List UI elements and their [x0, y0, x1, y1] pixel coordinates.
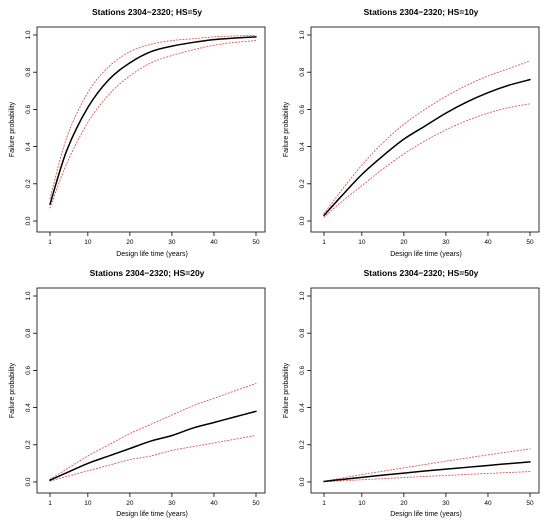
panel-4-y-axis-label: Failure probability	[283, 362, 290, 418]
panel-2-x-tick-label: 40	[484, 239, 492, 246]
panel-2-plot-frame	[310, 26, 540, 233]
panel-1-x-tick-label: 50	[252, 239, 260, 246]
panel-1-x-axis-label: Design life time (years)	[116, 251, 188, 258]
panel-4-x-tick-label: 50	[526, 500, 534, 507]
panel-4-y-tick-label: 0.6	[299, 366, 306, 375]
panel-1-x-tick-label: 20	[126, 239, 134, 246]
panel-2-x-tick-label: 10	[358, 239, 366, 246]
panel-3-x-ticks: 1 10 20 30 40 50	[48, 493, 260, 507]
panel-1-plot-frame	[36, 26, 266, 233]
panel-4-x-tick-label: 10	[358, 500, 366, 507]
panel-3-estimate-line	[49, 410, 257, 481]
panel-1-y-ticks: 0.0 0.2 0.4 0.6 0.8 1.0	[25, 30, 37, 226]
panel-1-y-tick-label: 0.0	[25, 216, 32, 225]
panel-2-y-tick-label: 0.6	[299, 105, 306, 114]
panel-1-estimate-line	[49, 36, 257, 206]
panel-2-x-tick-label: 30	[442, 239, 450, 246]
panel-3-upper-bound-line	[49, 382, 257, 480]
panel-2-y-ticks: 0.0 0.2 0.4 0.6 0.8 1.0	[299, 30, 311, 226]
panel-1-y-tick-label: 0.6	[25, 105, 32, 114]
panel-3-y-tick-label: 0.6	[25, 366, 32, 375]
panel-3-y-tick-label: 0.0	[25, 477, 32, 486]
panel-2-y-axis-label: Failure probability	[283, 101, 290, 157]
panel-4-y-ticks: 0.0 0.2 0.4 0.6 0.8 1.0	[299, 291, 311, 487]
panel-3-series	[49, 382, 257, 482]
panel-4-x-tick-label: 1	[322, 500, 326, 507]
panel-4-y-tick-label: 0.4	[299, 403, 306, 412]
panel-4-estimate-line	[323, 461, 531, 483]
panel-1: Stations 2304−2320; HS=5y 1 10 20 30 40 50 0.…	[9, 7, 266, 258]
panel-3-y-tick-label: 0.2	[25, 440, 32, 449]
panel-3-lower-bound-line	[49, 435, 257, 482]
panel-2-y-tick-label: 0.2	[299, 179, 306, 188]
panel-1-x-tick-label: 30	[168, 239, 176, 246]
panel-3-x-tick-label: 1	[48, 500, 52, 507]
panel-3-x-tick-label: 40	[210, 500, 218, 507]
panel-4-upper-bound-line	[323, 448, 531, 482]
panel-4-y-tick-label: 1.0	[299, 291, 306, 300]
panel-1-y-tick-label: 0.8	[25, 67, 32, 76]
panel-4-y-tick-label: 0.8	[299, 328, 306, 337]
panel-3: Stations 2304−2320; HS=20y 1 10 20 30 40 50 0…	[9, 268, 266, 518]
panel-3-y-axis-label: Failure probability	[9, 362, 16, 418]
panel-3-x-tick-label: 50	[252, 500, 260, 507]
panel-1-upper-bound-line	[49, 34, 257, 200]
panel-4: Stations 2304−2320; HS=50y 1 10 20 30 40 50 0…	[283, 268, 540, 518]
panel-1-x-tick-label: 40	[210, 239, 218, 246]
panel-2-y-tick-label: 0.4	[299, 142, 306, 151]
panel-1-y-tick-label: 0.2	[25, 179, 32, 188]
panel-1-x-ticks: 1 10 20 30 40 50	[48, 232, 260, 246]
panel-3-y-ticks: 0.0 0.2 0.4 0.6 0.8 1.0	[25, 291, 37, 487]
panel-3-x-tick-label: 30	[168, 500, 176, 507]
panel-2-y-tick-label: 0.0	[299, 216, 306, 225]
panel-2-title: Stations 2304−2320; HS=10y	[364, 7, 479, 17]
panel-4-title: Stations 2304−2320; HS=50y	[364, 268, 479, 278]
panel-3-y-tick-label: 0.4	[25, 403, 32, 412]
panel-4-plot-frame	[310, 287, 540, 494]
panel-2-estimate-line	[323, 78, 531, 217]
panel-2-lower-bound-line	[323, 103, 531, 218]
panel-2: Stations 2304−2320; HS=10y 1 10 20 30 40 50 0…	[283, 7, 540, 258]
panel-1-x-tick-label: 10	[84, 239, 92, 246]
panel-1-title: Stations 2304−2320; HS=5y	[92, 7, 202, 17]
panel-1-y-axis-label: Failure probability	[9, 101, 16, 157]
panel-2-y-tick-label: 0.8	[299, 67, 306, 76]
panel-4-x-ticks: 1 10 20 30 40 50	[322, 493, 534, 507]
panel-2-upper-bound-line	[323, 60, 531, 215]
panel-2-series	[323, 60, 531, 218]
panel-1-x-tick-label: 1	[48, 239, 52, 246]
panel-1-y-tick-label: 1.0	[25, 30, 32, 39]
panel-3-y-tick-label: 0.8	[25, 328, 32, 337]
panel-3-y-tick-label: 1.0	[25, 291, 32, 300]
panel-2-x-tick-label: 20	[400, 239, 408, 246]
panel-4-x-axis-label: Design life time (years)	[390, 511, 462, 518]
panel-1-y-tick-label: 0.4	[25, 142, 32, 151]
panel-3-x-tick-label: 10	[84, 500, 92, 507]
panel-1-series	[49, 34, 257, 209]
panel-4-y-tick-label: 0.0	[299, 477, 306, 486]
panel-3-x-axis-label: Design life time (years)	[116, 511, 188, 518]
panel-2-y-tick-label: 1.0	[299, 30, 306, 39]
panel-4-x-tick-label: 20	[400, 500, 408, 507]
panel-3-plot-frame	[36, 287, 266, 494]
panel-4-y-tick-label: 0.2	[299, 440, 306, 449]
panel-2-x-tick-label: 1	[322, 239, 326, 246]
panel-2-x-axis-label: Design life time (years)	[390, 251, 462, 258]
panel-2-x-tick-label: 50	[526, 239, 534, 246]
panel-4-series	[323, 448, 531, 483]
panel-2-x-ticks: 1 10 20 30 40 50	[322, 232, 534, 246]
panel-4-x-tick-label: 30	[442, 500, 450, 507]
panel-4-x-tick-label: 40	[484, 500, 492, 507]
panel-1-lower-bound-line	[49, 40, 257, 209]
panel-3-x-tick-label: 20	[126, 500, 134, 507]
panel-4-lower-bound-line	[323, 471, 531, 483]
panel-3-title: Stations 2304−2320; HS=20y	[90, 268, 205, 278]
